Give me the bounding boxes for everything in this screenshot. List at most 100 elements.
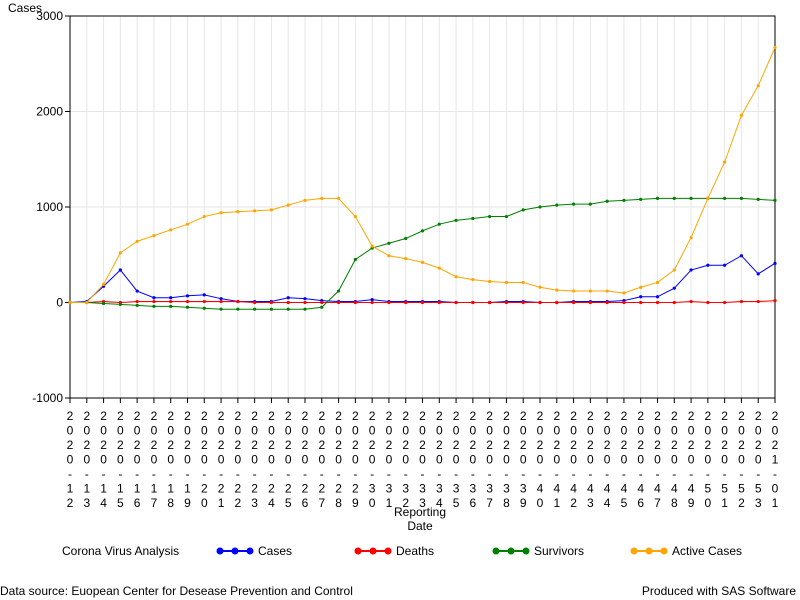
legend-marker-active-cases: [630, 547, 668, 555]
y-tick-label: 1000: [36, 200, 63, 214]
data-point-active-cases: [571, 289, 576, 293]
data-point-survivors: [723, 196, 727, 201]
x-tick-label: 2 0 2 0 -2 3: [251, 409, 258, 510]
data-point-active-cases: [185, 222, 190, 226]
data-point-survivors: [253, 307, 257, 311]
data-point-deaths: [185, 299, 190, 304]
data-point-cases: [202, 293, 206, 297]
x-tick-label: 2 0 2 0 -3 4: [436, 409, 443, 510]
data-point-deaths: [303, 300, 307, 305]
data-point-deaths: [219, 299, 223, 304]
x-tick-label: 2 0 2 0 -4 2: [570, 409, 577, 510]
legend-label-survivors: Survivors: [534, 544, 585, 558]
data-point-cases: [219, 297, 223, 301]
data-point-deaths: [538, 300, 542, 305]
data-point-deaths: [739, 299, 744, 304]
data-point-survivors: [773, 198, 777, 202]
data-point-active-cases: [723, 160, 727, 164]
x-tick-label: 2 0 2 0 -5 0: [705, 409, 712, 510]
x-tick-label: 2 0 2 0 -3 5: [453, 409, 460, 510]
data-point-active-cases: [605, 289, 609, 293]
data-point-deaths: [437, 300, 441, 305]
data-point-deaths: [135, 299, 139, 304]
x-tick-label: 2 0 2 0 -2 7: [318, 409, 325, 510]
x-tick-label: 2 0 2 0 -5 3: [755, 409, 762, 510]
x-tick-label: 2 0 2 0 -1 5: [117, 409, 124, 510]
data-point-deaths: [202, 299, 206, 304]
x-tick-label: 2 0 2 0 -4 8: [671, 409, 678, 510]
x-tick-label: 2 0 2 0 -4 6: [637, 409, 644, 510]
x-tick-label: 2 0 2 0 -1 3: [83, 409, 90, 510]
data-point-cases: [756, 272, 760, 276]
data-point-deaths: [471, 300, 475, 305]
data-point-active-cases: [253, 209, 257, 213]
data-point-active-cases: [672, 268, 676, 272]
data-point-active-cases: [336, 196, 341, 201]
data-point-survivors: [756, 197, 760, 201]
data-point-cases: [152, 296, 156, 300]
data-point-survivors: [387, 241, 391, 245]
data-point-survivors: [555, 203, 559, 207]
data-point-active-cases: [353, 214, 357, 219]
data-point-active-cases: [538, 285, 542, 289]
data-point-deaths: [639, 300, 643, 305]
x-tick-label: 2 0 2 0 -5 2: [738, 409, 745, 510]
data-point-deaths: [689, 299, 693, 304]
data-point-deaths: [353, 300, 357, 305]
legend-label-cases: Cases: [258, 544, 293, 558]
series-active-cases: [68, 45, 777, 305]
data-point-active-cases: [773, 45, 777, 50]
gridlines: [69, 15, 776, 399]
data-point-active-cases: [101, 282, 106, 286]
data-point-deaths: [521, 300, 525, 305]
data-point-deaths: [706, 300, 710, 305]
data-point-survivors: [135, 303, 139, 307]
x-tick-label: 2 0 2 1 -0 1: [772, 409, 779, 510]
data-point-active-cases: [68, 300, 72, 305]
x-tick-label: 2 0 2 0 -3 3: [419, 409, 426, 510]
data-point-cases: [286, 296, 290, 300]
data-point-active-cases: [689, 235, 693, 240]
data-point-cases: [672, 286, 676, 290]
data-point-deaths: [336, 300, 341, 305]
legend-marker-deaths: [354, 547, 392, 555]
data-point-deaths: [571, 300, 576, 305]
data-point-cases: [135, 289, 139, 293]
data-point-survivors: [689, 196, 693, 201]
data-point-survivors: [336, 289, 341, 293]
data-point-active-cases: [152, 234, 156, 238]
legend: Corona Virus Analysis Cases Deaths Survi…: [0, 541, 800, 561]
data-point-survivors: [605, 199, 609, 203]
data-point-active-cases: [622, 291, 626, 295]
data-point-cases: [689, 268, 693, 272]
data-point-cases: [739, 254, 744, 258]
x-tick-label: 2 0 2 0 -2 6: [302, 409, 309, 510]
data-point-deaths: [236, 299, 240, 304]
data-point-survivors: [739, 196, 744, 201]
data-point-active-cases: [756, 84, 760, 88]
x-tick-label: 2 0 2 0 -4 7: [654, 409, 661, 510]
y-axis-title: Cases: [8, 1, 42, 15]
data-point-active-cases: [269, 208, 274, 212]
x-tick-label: 2 0 2 0 -4 0: [537, 409, 544, 510]
data-point-survivors: [320, 305, 324, 309]
data-point-survivors: [420, 229, 425, 233]
data-point-active-cases: [303, 198, 307, 202]
data-point-deaths: [488, 300, 492, 305]
data-point-deaths: [169, 299, 173, 304]
x-tick-label: 2 0 2 0 -2 2: [235, 409, 242, 510]
footer-produced-by: Produced with SAS Software: [641, 584, 796, 598]
data-point-survivors: [169, 304, 173, 308]
x-tick-label: 2 0 2 0 -1 9: [184, 409, 191, 510]
data-point-deaths: [152, 299, 156, 304]
y-tick-label: 3000: [36, 9, 63, 23]
data-point-deaths: [756, 299, 760, 304]
data-point-deaths: [454, 300, 458, 305]
data-point-deaths: [387, 300, 391, 305]
data-point-active-cases: [286, 203, 290, 207]
x-tick-label: 2 0 2 0 -3 9: [520, 409, 527, 510]
x-tick-label: 2 0 2 0 -3 8: [503, 409, 510, 510]
data-point-active-cases: [135, 239, 139, 243]
data-point-deaths: [370, 300, 374, 305]
data-point-deaths: [588, 300, 592, 305]
